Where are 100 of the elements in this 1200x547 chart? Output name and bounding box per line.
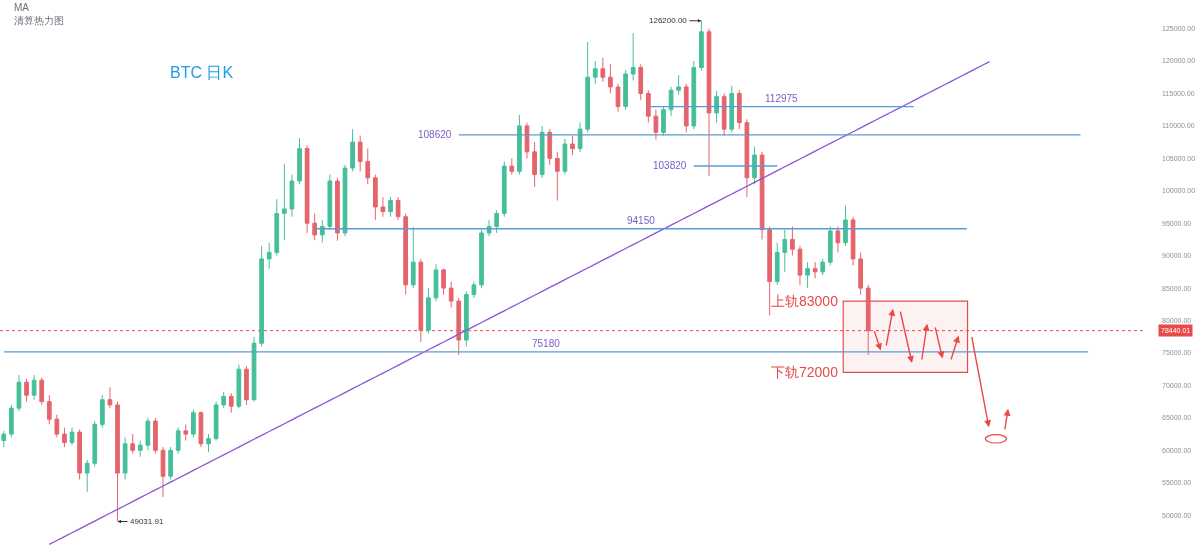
candlestick xyxy=(410,226,416,289)
candlestick xyxy=(835,225,841,253)
candlestick xyxy=(683,83,689,133)
candlestick xyxy=(805,261,810,289)
candlestick xyxy=(827,225,833,266)
candlestick xyxy=(570,135,575,156)
candlestick xyxy=(274,198,280,257)
candlestick xyxy=(198,410,204,448)
candlestick xyxy=(380,196,386,218)
candlestick xyxy=(433,263,439,302)
candlestick xyxy=(335,177,340,242)
candlestick xyxy=(221,391,227,409)
candlestick xyxy=(426,287,431,335)
candlestick xyxy=(501,161,507,218)
candlestick xyxy=(304,144,310,234)
candlestick xyxy=(463,290,469,347)
candlestick xyxy=(319,219,325,244)
candlestick xyxy=(289,174,295,218)
candlestick xyxy=(213,401,219,442)
candlestick xyxy=(130,433,136,455)
candlestick xyxy=(9,404,14,438)
candlestick xyxy=(282,163,287,241)
candlestick xyxy=(858,251,863,296)
candlestick xyxy=(547,128,553,166)
candlestick xyxy=(168,446,173,481)
candlestick xyxy=(714,90,719,124)
candlestick xyxy=(312,212,318,241)
candlestick xyxy=(175,427,181,455)
candlestick xyxy=(820,258,826,276)
candlestick xyxy=(145,417,151,451)
annotation: 上轨83000 xyxy=(771,293,839,309)
candlestick xyxy=(297,137,302,185)
candlestick xyxy=(517,114,522,176)
candlestick xyxy=(790,225,795,257)
series-label: 75180 xyxy=(532,338,561,349)
candlestick xyxy=(350,128,355,172)
candlestick xyxy=(782,229,788,273)
series-label: 103820 xyxy=(653,160,687,171)
candlestick xyxy=(744,118,750,198)
candlestick xyxy=(69,427,75,446)
candlestick xyxy=(448,281,454,309)
candlestick xyxy=(812,261,818,279)
candlestick xyxy=(585,41,591,133)
candlestick xyxy=(668,86,674,117)
line-series xyxy=(48,60,991,546)
candlestick xyxy=(122,436,128,481)
candlestick xyxy=(767,225,773,316)
candlestick xyxy=(418,258,424,343)
candlestick xyxy=(509,157,515,176)
candlestick xyxy=(395,196,401,221)
annotation: 下轨72000 xyxy=(771,364,839,380)
candlestick xyxy=(706,28,712,177)
series-label: 108620 xyxy=(418,129,452,140)
candlestick xyxy=(721,92,727,137)
candlestick xyxy=(403,212,409,296)
candlestick xyxy=(39,377,45,406)
candlestick xyxy=(539,125,545,179)
candlestick xyxy=(16,374,22,412)
candlestick xyxy=(153,417,158,455)
candlestick xyxy=(623,69,628,111)
candlestick xyxy=(357,135,363,172)
candlestick xyxy=(661,105,666,137)
candlestick xyxy=(729,85,735,133)
candlestick xyxy=(486,219,492,237)
candlestick xyxy=(524,122,530,159)
annotation: MA xyxy=(14,2,30,13)
candlestick xyxy=(532,141,537,188)
candlestick xyxy=(228,392,234,414)
text: BTC 日K xyxy=(170,63,234,81)
candlestick xyxy=(691,60,697,130)
candlestick xyxy=(554,151,560,201)
candlestick xyxy=(638,63,644,101)
candlestick xyxy=(653,109,659,141)
candlestick xyxy=(259,245,264,347)
series-label: 112975 xyxy=(765,93,799,104)
annotation: 126200.00 xyxy=(649,16,688,25)
candlestick xyxy=(774,242,780,286)
candlestick xyxy=(865,284,871,356)
candlestick xyxy=(608,63,613,94)
candlestick xyxy=(592,60,598,85)
candlestick xyxy=(471,281,477,299)
candlestick xyxy=(630,32,636,81)
candlestick xyxy=(615,83,621,113)
candlestick xyxy=(206,433,211,453)
candlestick xyxy=(327,174,333,231)
candlestick xyxy=(266,242,272,270)
candlestick xyxy=(850,216,856,266)
candlestick xyxy=(843,205,848,247)
candlestick xyxy=(84,459,90,493)
candlestick xyxy=(160,446,166,498)
candlestick xyxy=(62,427,67,448)
candlestick xyxy=(191,408,196,438)
candlestick xyxy=(645,89,651,124)
candlestick xyxy=(479,229,484,289)
candlestick xyxy=(24,378,29,403)
candlestick xyxy=(577,122,583,153)
candlestick xyxy=(456,297,462,356)
candlestick xyxy=(388,196,393,218)
candlestick xyxy=(342,164,348,237)
annotation: 清算热力图 xyxy=(14,15,64,26)
